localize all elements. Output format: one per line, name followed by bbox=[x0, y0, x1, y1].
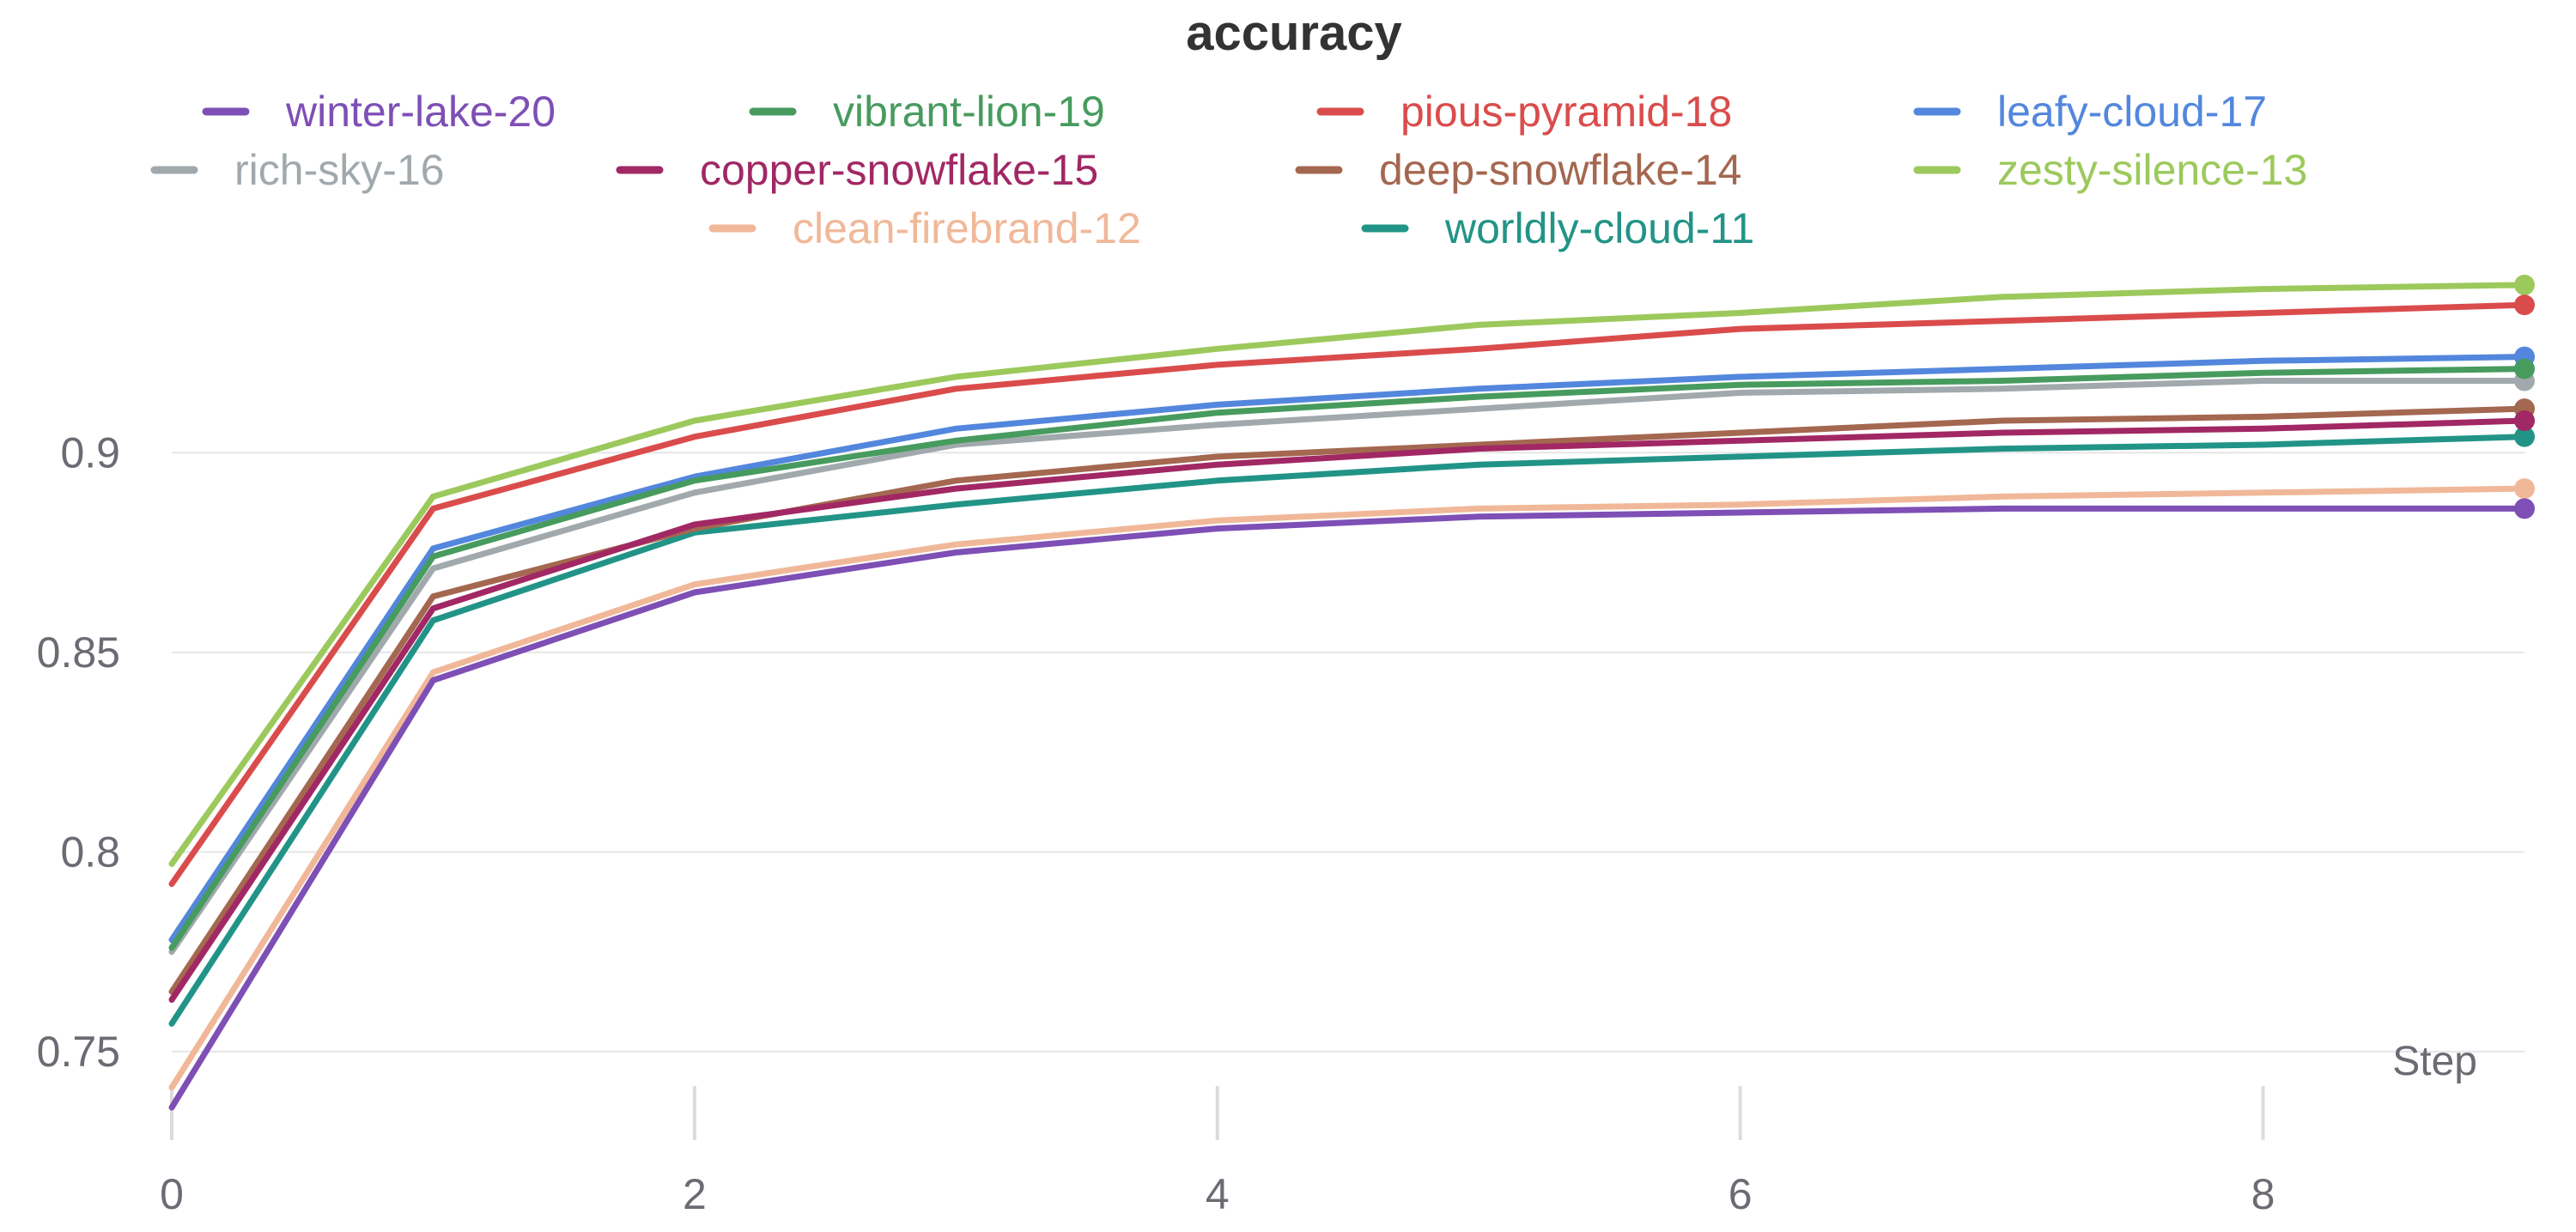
legend-item-rich-sky-16[interactable]: rich-sky-16 bbox=[150, 146, 444, 194]
legend-item-clean-firebrand-12[interactable]: clean-firebrand-12 bbox=[708, 204, 1141, 252]
endpoint-marker-worldly-cloud-11 bbox=[2514, 426, 2535, 447]
endpoint-markers bbox=[2514, 274, 2535, 519]
y-tick-label: 0.8 bbox=[60, 828, 120, 876]
endpoint-marker-winter-lake-20 bbox=[2514, 498, 2535, 519]
legend-item-pious-pyramid-18[interactable]: pious-pyramid-18 bbox=[1316, 88, 1732, 136]
legend-label: zesty-silence-13 bbox=[1997, 146, 2307, 194]
legend-item-leafy-cloud-17[interactable]: leafy-cloud-17 bbox=[1913, 88, 2267, 136]
x-tick-marks bbox=[170, 1086, 2265, 1140]
chart-title: accuracy bbox=[1186, 5, 1402, 61]
series-line-rich-sky-16 bbox=[168, 378, 2528, 956]
series-line-zesty-silence-13 bbox=[168, 282, 2528, 867]
series-line-winter-lake-20 bbox=[168, 505, 2528, 1111]
legend-label: copper-snowflake-15 bbox=[700, 146, 1098, 194]
series-line-leafy-cloud-17 bbox=[168, 354, 2528, 944]
legend-item-worldly-cloud-11[interactable]: worldly-cloud-11 bbox=[1361, 204, 1754, 252]
legend-label: pious-pyramid-18 bbox=[1400, 88, 1732, 136]
legend-label: clean-firebrand-12 bbox=[793, 204, 1141, 252]
legend-item-zesty-silence-13[interactable]: zesty-silence-13 bbox=[1913, 146, 2307, 194]
legend-label: leafy-cloud-17 bbox=[1997, 88, 2267, 136]
series-line-pious-pyramid-18 bbox=[168, 301, 2528, 888]
y-tick-label: 0.9 bbox=[60, 428, 120, 476]
series-line-copper-snowflake-15 bbox=[168, 417, 2528, 1003]
endpoint-marker-copper-snowflake-15 bbox=[2514, 410, 2535, 432]
legend-item-copper-snowflake-15[interactable]: copper-snowflake-15 bbox=[616, 146, 1098, 194]
endpoint-marker-vibrant-lion-19 bbox=[2514, 358, 2535, 379]
legend-label: winter-lake-20 bbox=[285, 88, 556, 136]
legend-item-winter-lake-20[interactable]: winter-lake-20 bbox=[202, 88, 556, 136]
legend-label: vibrant-lion-19 bbox=[833, 88, 1105, 136]
y-tick-labels: 0.75 0.8 0.85 0.9 bbox=[37, 428, 120, 1076]
series-line-worldly-cloud-11 bbox=[168, 434, 2528, 1027]
x-tick-label: 8 bbox=[2251, 1170, 2275, 1218]
legend-label: rich-sky-16 bbox=[234, 146, 444, 194]
x-tick-label: 4 bbox=[1206, 1170, 1230, 1218]
legend-label: deep-snowflake-14 bbox=[1379, 146, 1742, 194]
x-axis-label: Step bbox=[2392, 1039, 2477, 1084]
endpoint-marker-zesty-silence-13 bbox=[2514, 274, 2535, 295]
x-tick-labels: 0 2 4 6 8 bbox=[160, 1170, 2275, 1218]
legend-label: worldly-cloud-11 bbox=[1444, 204, 1754, 252]
y-tick-label: 0.85 bbox=[37, 628, 120, 677]
y-tick-label: 0.75 bbox=[37, 1028, 120, 1076]
series-line-deep-snowflake-14 bbox=[168, 405, 2528, 995]
series-line-clean-firebrand-12 bbox=[168, 485, 2528, 1091]
x-tick-label: 2 bbox=[683, 1170, 707, 1218]
legend-item-vibrant-lion-19[interactable]: vibrant-lion-19 bbox=[749, 88, 1105, 136]
legend-item-deep-snowflake-14[interactable]: deep-snowflake-14 bbox=[1295, 146, 1742, 194]
endpoint-marker-pious-pyramid-18 bbox=[2514, 294, 2535, 316]
legend: winter-lake-20 vibrant-lion-19 pious-pyram… bbox=[150, 88, 2307, 252]
series-line-vibrant-lion-19 bbox=[168, 366, 2528, 951]
x-tick-label: 0 bbox=[160, 1170, 184, 1218]
x-tick-label: 6 bbox=[1728, 1170, 1753, 1218]
series-layer bbox=[168, 282, 2528, 1111]
endpoint-marker-clean-firebrand-12 bbox=[2514, 478, 2535, 500]
